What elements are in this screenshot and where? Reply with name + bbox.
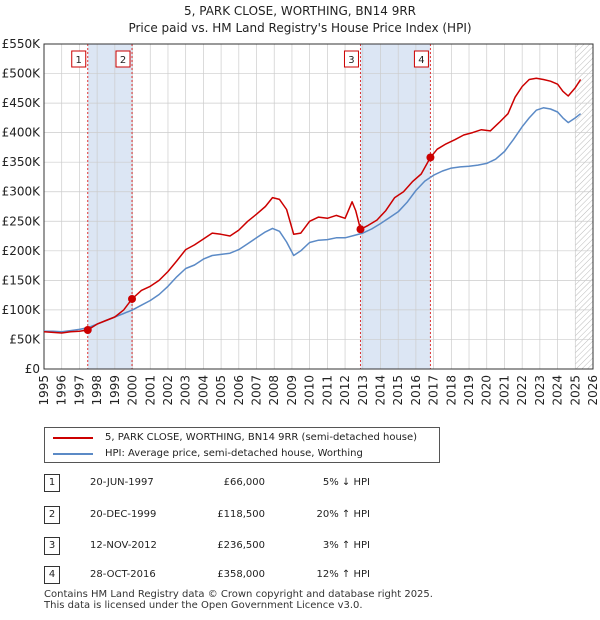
- chart-title: 5, PARK CLOSE, WORTHING, BN14 9RR: [183, 4, 417, 18]
- footer-licence: This data is licensed under the Open Gov…: [44, 600, 363, 611]
- x-tick-label: 2010: [303, 375, 317, 406]
- y-tick-label: £400K: [2, 126, 42, 140]
- forecast-hatch: [575, 44, 593, 369]
- x-tick-label: 2012: [338, 375, 352, 406]
- x-tick-label: 1997: [72, 375, 86, 406]
- marker-box: [71, 50, 87, 68]
- transaction-hpi: 5% ↓ HPI: [322, 477, 370, 488]
- transaction-date: 12-NOV-2012: [90, 540, 157, 551]
- y-tick-label: £550K: [2, 37, 42, 51]
- x-tick-label: 2007: [250, 375, 264, 406]
- y-tick-label: £500K: [2, 67, 42, 81]
- transaction-price: £118,500: [217, 509, 265, 520]
- legend-swatch-hpi: [53, 453, 93, 455]
- transaction-number: 1: [44, 474, 60, 492]
- series-line-hpi: [44, 107, 582, 333]
- x-tick-label: 2003: [179, 375, 193, 406]
- series-line-property: [43, 77, 582, 334]
- x-tick-label: 2005: [214, 375, 228, 406]
- x-tick-label: 1998: [90, 375, 104, 406]
- x-tick-label: 1999: [108, 375, 122, 406]
- marker-box: [413, 50, 429, 68]
- x-tick-label: 2021: [497, 375, 511, 406]
- x-tick-label: 2008: [267, 375, 281, 406]
- table-row: 2 20-DEC-1999 £118,500 20% ↑ HPI: [0, 506, 600, 524]
- table-row: 1 20-JUN-1997 £66,000 5% ↓ HPI: [0, 474, 600, 492]
- sale-point: [426, 153, 435, 162]
- transaction-number: 3: [44, 537, 60, 555]
- sale-point: [83, 326, 92, 334]
- x-tick-label: 2009: [285, 375, 299, 406]
- x-tick-label: 2025: [568, 375, 582, 406]
- sale-point: [128, 294, 137, 303]
- x-tick-label: 2015: [391, 375, 405, 406]
- shaded-ownership-span: [360, 44, 431, 369]
- marker-box: [343, 50, 359, 68]
- x-tick-label: 2017: [427, 375, 441, 406]
- transaction-price: £236,500: [217, 540, 265, 551]
- chart-legend: 5, PARK CLOSE, WORTHING, BN14 9RR (semi-…: [44, 427, 440, 463]
- marker-label: 4: [418, 55, 424, 66]
- x-tick-label: 2004: [196, 375, 210, 406]
- marker-label: 2: [120, 55, 126, 66]
- x-tick-label: 2026: [586, 375, 600, 406]
- x-tick-label: 2018: [444, 375, 458, 406]
- x-tick-label: 2006: [232, 375, 246, 406]
- x-tick-label: 2000: [126, 375, 140, 406]
- y-tick-label: £0: [25, 362, 40, 376]
- x-tick-label: 2002: [161, 375, 175, 406]
- y-tick-label: £200K: [2, 244, 42, 258]
- transaction-date: 20-JUN-1997: [90, 477, 154, 488]
- y-tick-label: £50K: [9, 332, 41, 346]
- marker-label: 3: [348, 55, 354, 66]
- transaction-date: 20-DEC-1999: [90, 509, 157, 520]
- x-tick-label: 2013: [356, 375, 370, 406]
- transaction-number: 2: [44, 506, 60, 524]
- x-tick-label: 2022: [515, 375, 529, 406]
- chart-subtitle: Price paid vs. HM Land Registry's House …: [128, 21, 472, 35]
- x-tick-label: 2016: [409, 375, 423, 406]
- legend-label-property: 5, PARK CLOSE, WORTHING, BN14 9RR (semi-…: [105, 432, 418, 443]
- y-tick-label: £350K: [2, 155, 42, 169]
- transaction-date: 28-OCT-2016: [90, 569, 156, 580]
- y-tick-label: £250K: [2, 214, 42, 228]
- plot-area: [44, 44, 593, 369]
- footer-note: Contains HM Land Registry data © Crown c…: [44, 589, 433, 611]
- y-tick-label: £450K: [2, 96, 42, 110]
- legend-swatch-property: [53, 437, 93, 439]
- x-tick-label: 2019: [462, 375, 476, 406]
- plot-frame: [43, 43, 594, 370]
- transaction-price: £66,000: [223, 477, 265, 488]
- marker-label: 1: [76, 55, 82, 66]
- x-tick-label: 2001: [143, 375, 157, 406]
- x-tick-label: 2011: [320, 375, 334, 406]
- table-row: 4 28-OCT-2016 £358,000 12% ↑ HPI: [0, 566, 600, 584]
- transaction-hpi: 20% ↑ HPI: [316, 509, 370, 520]
- marker-box: [115, 50, 131, 68]
- sale-point: [356, 225, 365, 234]
- y-tick-label: £100K: [2, 303, 42, 317]
- price-chart: £0 £50K £100K £150K £200K £250K £300K £350K £400…: [2, 37, 600, 406]
- x-tick-label: 2014: [373, 375, 387, 406]
- y-tick-label: £150K: [2, 273, 42, 287]
- legend-label-hpi: HPI: Average price, semi-detached house,…: [105, 448, 363, 459]
- x-tick-label: 2024: [551, 375, 565, 406]
- table-row: 3 12-NOV-2012 £236,500 3% ↑ HPI: [0, 537, 600, 555]
- footer-copyright: Contains HM Land Registry data © Crown c…: [44, 589, 433, 600]
- transaction-price: £358,000: [217, 569, 265, 580]
- shaded-ownership-span: [87, 44, 133, 369]
- transaction-hpi: 12% ↑ HPI: [316, 569, 370, 580]
- x-tick-label: 1996: [55, 375, 69, 406]
- transaction-number: 4: [44, 566, 60, 584]
- x-tick-label: 2023: [533, 375, 547, 406]
- x-tick-label: 2020: [480, 375, 494, 406]
- x-tick-label: 1995: [37, 375, 51, 406]
- y-tick-label: £300K: [2, 185, 42, 199]
- transaction-hpi: 3% ↑ HPI: [322, 540, 370, 551]
